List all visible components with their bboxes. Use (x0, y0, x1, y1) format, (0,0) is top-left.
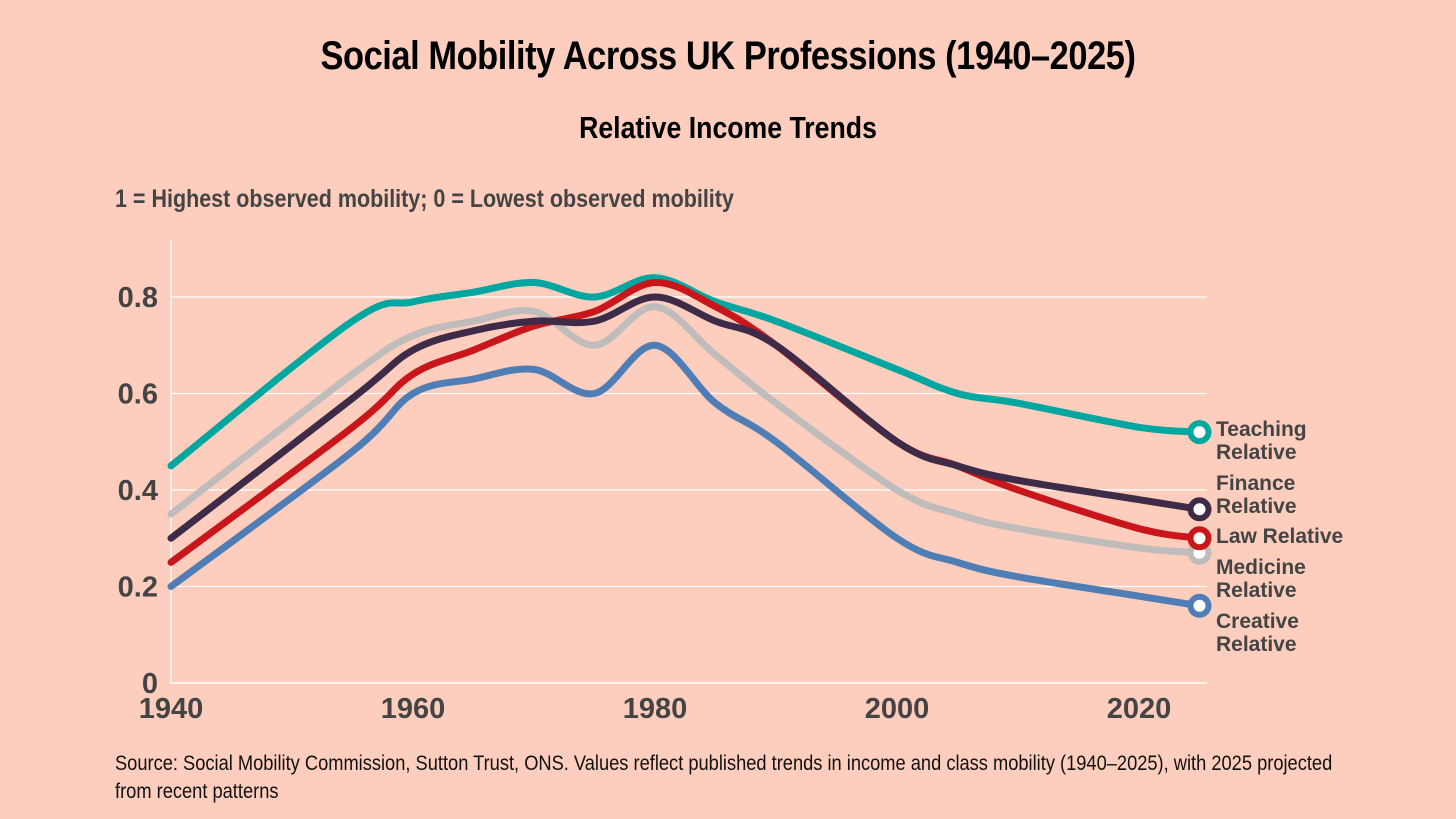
finance-label: Finance (1216, 472, 1295, 495)
creative-end-marker (1187, 593, 1212, 618)
finance-line (167, 293, 1203, 542)
law-end-marker (1187, 526, 1212, 551)
x-tick-label: 2000 (865, 693, 930, 725)
teaching-label: Teaching (1216, 418, 1307, 441)
y-tick-label: 0.6 (118, 379, 158, 411)
x-tick-label: 1960 (381, 693, 446, 725)
medicine-label: Medicine (1216, 556, 1306, 579)
finance-label: Relative (1216, 495, 1297, 518)
medicine-line (167, 303, 1203, 557)
medicine-label: Relative (1216, 579, 1297, 602)
source-note: Source: Social Mobility Commission, Sutt… (115, 752, 1333, 803)
x-tick-label: 1940 (139, 693, 204, 725)
teaching-end-marker (1187, 420, 1212, 445)
creative-line (167, 341, 1203, 610)
finance-end-marker (1187, 497, 1212, 522)
law-label: Law Relative (1216, 525, 1343, 548)
chart-title: Social Mobility Across UK Professions (1… (320, 34, 1136, 78)
y-tick-label: 0.4 (118, 475, 158, 507)
x-tick-label: 2020 (1107, 693, 1172, 725)
y-tick-label: 0.2 (118, 572, 158, 604)
creative-label: Creative (1216, 610, 1299, 633)
x-tick-label: 1980 (623, 693, 688, 725)
law-line (167, 279, 1203, 566)
y-tick-label: 0 (142, 668, 158, 700)
y-tick-label: 0.8 (118, 282, 158, 314)
scale-note: 1 = Highest observed mobility; 0 = Lowes… (115, 185, 734, 213)
creative-label: Relative (1216, 633, 1297, 656)
teaching-label: Relative (1216, 441, 1297, 464)
chart-subtitle: Relative Income Trends (579, 110, 877, 145)
